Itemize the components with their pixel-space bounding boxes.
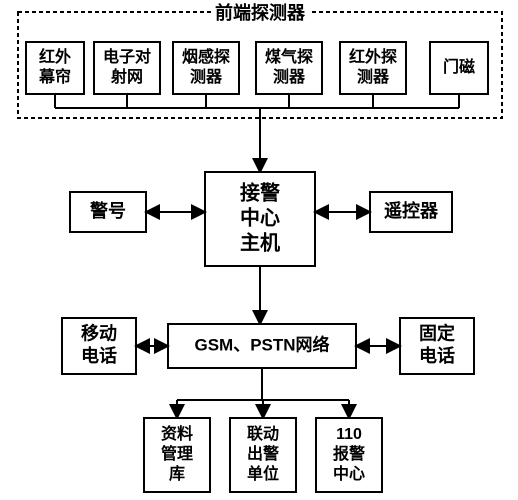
database-text-0: 资料 bbox=[161, 424, 193, 443]
mobile-phone-text-1: 电话 bbox=[81, 345, 117, 366]
alarm-host-text-2: 主机 bbox=[240, 230, 280, 254]
sensor-3-text-0: 烟感探 bbox=[182, 47, 230, 66]
sensor-5-text-0: 红外探 bbox=[349, 47, 397, 66]
sensor-2-text-1: 射网 bbox=[110, 67, 143, 86]
sensor-5-text-1: 测器 bbox=[357, 67, 390, 86]
sensor-1-text-1: 幕帘 bbox=[38, 67, 71, 86]
sensor-6-text-0: 门磁 bbox=[443, 57, 475, 76]
database-text-2: 库 bbox=[169, 464, 185, 483]
alarm-center-text-0: 110 bbox=[336, 426, 362, 443]
dispatch-text-2: 单位 bbox=[247, 464, 279, 483]
siren-text-0: 警号 bbox=[90, 200, 126, 221]
sensor-3-text-1: 测器 bbox=[190, 67, 223, 86]
gsm-pstn-network-text-0: GSM、PSTN网络 bbox=[194, 334, 329, 354]
landline-phone-text-1: 电话 bbox=[419, 345, 455, 366]
landline-phone-text-0: 固定 bbox=[419, 323, 455, 344]
system-diagram: 前端探测器红外幕帘电子对射网烟感探测器煤气探测器红外探测器门磁接警中心主机警号遥… bbox=[0, 0, 518, 500]
alarm-host-text-1: 中心 bbox=[240, 205, 280, 229]
dispatch-text-1: 出警 bbox=[247, 444, 279, 463]
alarm-host-text-0: 接警 bbox=[240, 180, 280, 204]
sensor-2-text-0: 电子对 bbox=[103, 47, 151, 66]
alarm-center-text-2: 中心 bbox=[333, 464, 365, 483]
alarm-center-text-1: 报警 bbox=[333, 444, 365, 463]
database-text-1: 管理 bbox=[161, 444, 193, 463]
dispatch-text-0: 联动 bbox=[247, 425, 279, 443]
sensor-4-text-0: 煤气探 bbox=[265, 47, 313, 66]
sensor-1-text-0: 红外 bbox=[39, 47, 71, 66]
remote-text-0: 遥控器 bbox=[384, 200, 439, 221]
group-title: 前端探测器 bbox=[215, 2, 306, 23]
mobile-phone-text-0: 移动 bbox=[81, 323, 117, 344]
sensor-4-text-1: 测器 bbox=[273, 67, 306, 86]
